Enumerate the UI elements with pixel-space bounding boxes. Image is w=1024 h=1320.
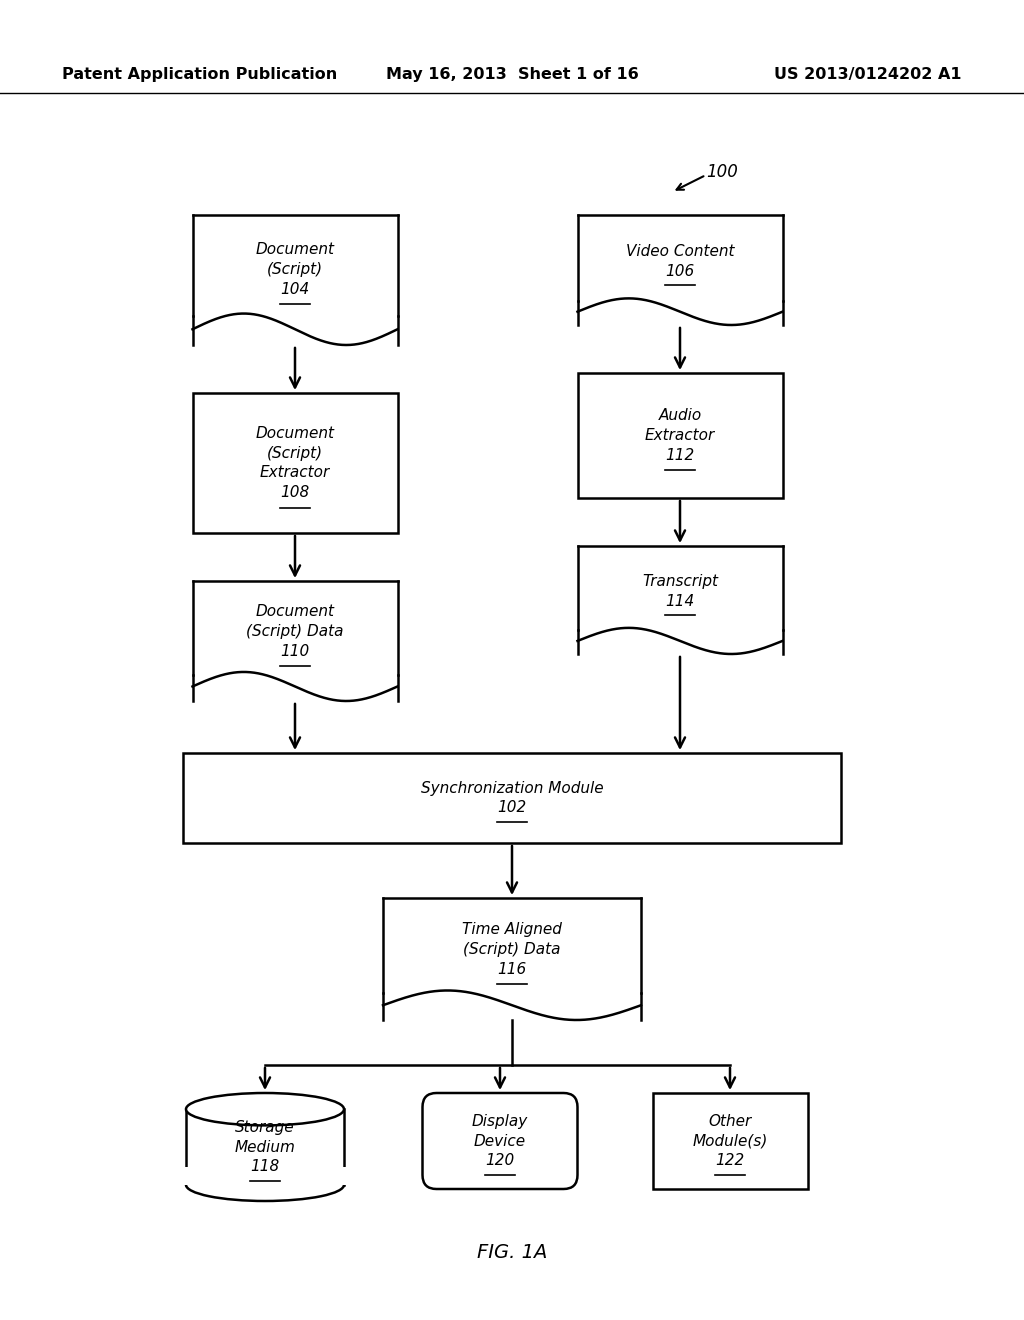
Bar (578, 546, 782, 630)
Bar (578, 374, 782, 498)
Text: Time Aligned
(Script) Data
116: Time Aligned (Script) Data 116 (462, 921, 562, 977)
Text: Storage
Medium
118: Storage Medium 118 (234, 1119, 296, 1175)
Bar (383, 898, 641, 993)
Text: May 16, 2013  Sheet 1 of 16: May 16, 2013 Sheet 1 of 16 (386, 67, 638, 82)
Text: 100: 100 (706, 162, 738, 181)
Text: Other
Module(s)
122: Other Module(s) 122 (692, 1114, 768, 1168)
Text: Document
(Script)
104: Document (Script) 104 (256, 243, 335, 297)
Bar (186, 1109, 344, 1185)
Bar (193, 393, 397, 533)
Ellipse shape (186, 1168, 344, 1201)
Text: Video Content
106: Video Content 106 (626, 244, 734, 279)
Text: Transcript
114: Transcript 114 (642, 574, 718, 609)
Bar (193, 581, 397, 675)
Text: Document
(Script) Data
110: Document (Script) Data 110 (246, 605, 344, 659)
Bar (184, 1167, 346, 1185)
Bar (183, 752, 841, 843)
Text: Audio
Extractor
112: Audio Extractor 112 (645, 408, 715, 463)
Text: Document
(Script)
Extractor
108: Document (Script) Extractor 108 (256, 426, 335, 500)
Text: US 2013/0124202 A1: US 2013/0124202 A1 (774, 67, 962, 82)
Ellipse shape (186, 1093, 344, 1126)
Text: FIG. 1A: FIG. 1A (477, 1242, 547, 1262)
Text: Patent Application Publication: Patent Application Publication (62, 67, 337, 82)
FancyBboxPatch shape (423, 1093, 578, 1189)
Bar (578, 215, 782, 301)
Bar (652, 1093, 808, 1189)
Bar (193, 215, 397, 317)
Text: Synchronization Module
102: Synchronization Module 102 (421, 780, 603, 816)
Text: Display
Device
120: Display Device 120 (472, 1114, 528, 1168)
